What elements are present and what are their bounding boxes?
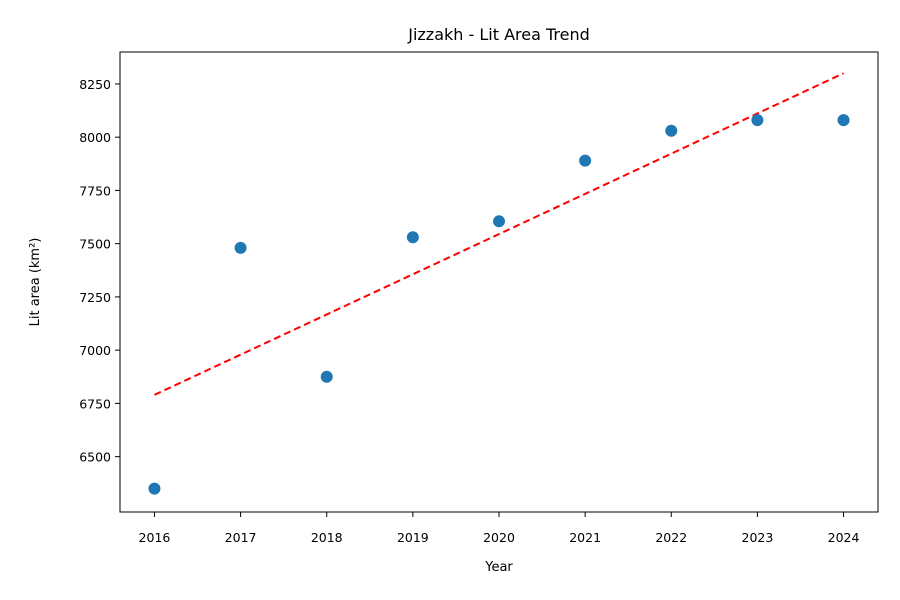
y-tick-label: 8250 <box>79 77 111 92</box>
y-tick-label: 6750 <box>79 396 111 411</box>
y-tick-label: 8000 <box>79 130 111 145</box>
plot-area <box>148 72 850 495</box>
data-point <box>493 215 505 228</box>
y-tick-label: 7500 <box>79 237 111 252</box>
x-tick-label: 2022 <box>655 530 687 545</box>
x-tick-label: 2019 <box>397 530 429 545</box>
x-tick-label: 2021 <box>569 530 601 545</box>
x-tick-label: 2024 <box>828 530 860 545</box>
data-point <box>579 154 592 167</box>
y-tick-label: 6500 <box>79 450 111 465</box>
y-tick-label: 7750 <box>79 183 111 198</box>
data-point <box>406 231 419 244</box>
y-axis-label: Lit area (km²) <box>28 238 43 327</box>
y-axis: 6500 6750 7000 7250 7500 7750 8000 8250 <box>79 77 120 465</box>
data-point <box>751 114 764 127</box>
data-point <box>234 241 247 254</box>
chart-title: Jizzakh - Lit Area Trend <box>407 25 590 44</box>
x-tick-label: 2023 <box>742 530 774 545</box>
x-tick-label: 2018 <box>311 530 343 545</box>
x-axis: 2016 2017 2018 2019 2020 2021 2022 2023 2024 <box>139 512 860 545</box>
x-tick-label: 2020 <box>483 530 515 545</box>
x-tick-label: 2017 <box>225 530 257 545</box>
y-tick-label: 7250 <box>79 290 111 305</box>
data-point <box>837 114 850 127</box>
data-point <box>320 370 333 383</box>
data-point <box>148 482 161 495</box>
data-point <box>665 124 678 137</box>
trend-line <box>154 72 844 396</box>
y-tick-label: 7000 <box>79 343 111 358</box>
x-tick-label: 2016 <box>139 530 171 545</box>
x-axis-label: Year <box>484 560 513 575</box>
